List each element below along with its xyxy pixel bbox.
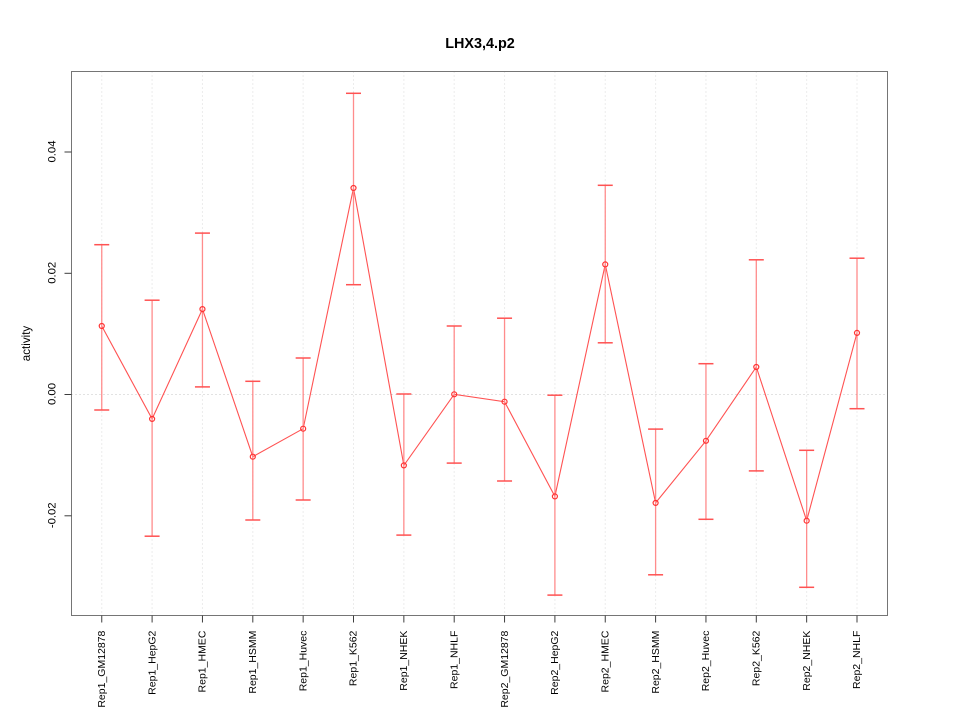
- svg-text:-0.02: -0.02: [46, 502, 58, 528]
- svg-text:Rep1_GM12878: Rep1_GM12878: [96, 630, 108, 707]
- svg-text:0.04: 0.04: [46, 141, 58, 163]
- svg-text:Rep1_NHLF: Rep1_NHLF: [448, 631, 460, 689]
- svg-text:Rep1_K562: Rep1_K562: [348, 630, 360, 686]
- svg-text:0.00: 0.00: [46, 383, 58, 405]
- svg-text:LHX3,4.p2: LHX3,4.p2: [445, 36, 515, 52]
- svg-text:Rep1_NHEK: Rep1_NHEK: [398, 631, 410, 691]
- svg-text:Rep1_HSMM: Rep1_HSMM: [247, 631, 259, 694]
- svg-text:Rep2_HepG2: Rep2_HepG2: [549, 630, 561, 694]
- svg-text:activity: activity: [20, 326, 33, 362]
- svg-text:Rep2_Huvec: Rep2_Huvec: [700, 631, 712, 692]
- svg-text:Rep2_HSMM: Rep2_HSMM: [650, 631, 662, 694]
- svg-text:0.02: 0.02: [46, 262, 58, 284]
- svg-text:Rep1_HMEC: Rep1_HMEC: [197, 630, 209, 692]
- svg-text:Rep1_HepG2: Rep1_HepG2: [146, 630, 158, 694]
- svg-text:Rep1_Huvec: Rep1_Huvec: [297, 631, 309, 692]
- svg-text:Rep2_HMEC: Rep2_HMEC: [599, 630, 611, 692]
- svg-text:Rep2_NHEK: Rep2_NHEK: [801, 631, 813, 691]
- svg-text:Rep2_GM12878: Rep2_GM12878: [499, 630, 511, 707]
- svg-text:Rep2_NHLF: Rep2_NHLF: [851, 631, 863, 689]
- svg-text:Rep2_K562: Rep2_K562: [751, 630, 763, 686]
